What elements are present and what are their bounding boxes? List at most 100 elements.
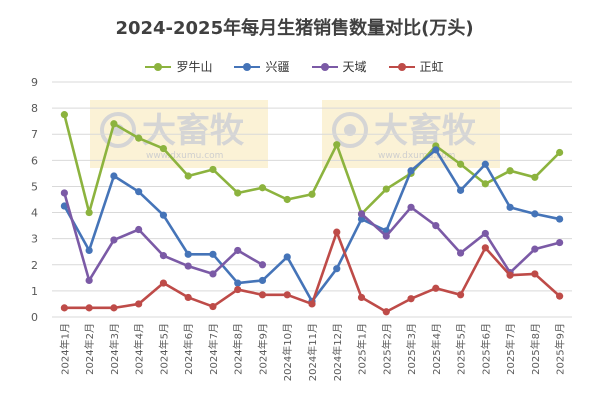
data-point — [481, 160, 489, 168]
x-tick-label: 2025年8月 — [529, 323, 542, 375]
data-point — [258, 184, 267, 192]
data-point — [209, 165, 217, 174]
x-tick-label: 2024年6月 — [182, 323, 195, 375]
data-point — [456, 160, 465, 168]
x-tick-label: 2024年7月 — [207, 323, 220, 375]
data-point — [85, 208, 93, 217]
data-point — [456, 291, 465, 299]
data-point — [531, 210, 539, 218]
legend-label: 正虹 — [419, 60, 444, 74]
data-point — [258, 276, 267, 285]
x-tick-label: 2025年6月 — [479, 323, 492, 375]
data-point — [135, 300, 143, 308]
data-point — [481, 180, 489, 188]
data-point — [481, 244, 489, 252]
x-tick-label: 2024年3月 — [108, 323, 121, 375]
data-point — [234, 189, 242, 197]
data-point — [85, 304, 93, 312]
data-point — [110, 120, 118, 128]
data-point — [110, 236, 118, 244]
data-point — [184, 172, 192, 180]
data-point — [333, 228, 341, 236]
data-point — [308, 190, 316, 198]
svg-text:大畜牧: 大畜牧 — [142, 111, 245, 151]
data-point — [407, 295, 415, 303]
data-point — [556, 292, 564, 300]
data-point — [357, 215, 366, 223]
legend-swatch — [388, 62, 415, 72]
legend-item: 罗牛山 — [145, 58, 212, 75]
y-tick-label: 7 — [31, 128, 38, 141]
legend-label: 天域 — [342, 60, 367, 74]
y-tick-label: 9 — [31, 76, 38, 89]
data-point — [234, 285, 242, 294]
data-point — [333, 141, 341, 149]
legend-label: 兴疆 — [265, 60, 290, 74]
data-point — [159, 144, 168, 153]
data-point — [234, 246, 242, 255]
y-tick-label: 2 — [31, 259, 38, 272]
svg-text:大畜牧: 大畜牧 — [374, 111, 477, 151]
data-point — [432, 284, 440, 292]
svg-text:www.dxumu.com: www.dxumu.com — [378, 151, 455, 161]
data-point — [407, 167, 415, 175]
data-point — [184, 293, 192, 302]
x-tick-label: 2024年4月 — [133, 323, 146, 375]
data-point — [556, 148, 564, 157]
data-point — [60, 304, 68, 312]
y-tick-label: 8 — [31, 102, 38, 115]
data-point — [382, 232, 390, 240]
data-point — [209, 270, 217, 278]
x-tick-label: 2024年10月 — [281, 323, 294, 381]
series-2 — [60, 189, 564, 285]
data-point — [184, 262, 192, 270]
data-point — [159, 211, 168, 219]
series-0 — [60, 111, 564, 218]
x-tick-label: 2024年5月 — [157, 323, 170, 375]
data-point — [60, 202, 68, 210]
y-tick-label: 4 — [31, 207, 38, 220]
data-point — [159, 279, 168, 287]
data-point — [308, 300, 316, 308]
chart-title: 2024-2025年每月生猪销售数量对比(万头) — [115, 18, 474, 39]
legend-item: 兴疆 — [234, 58, 290, 75]
legend-item: 正虹 — [388, 58, 444, 75]
data-point — [333, 265, 341, 273]
data-point — [159, 252, 168, 260]
data-point — [85, 276, 93, 285]
x-tick-label: 2025年4月 — [430, 323, 443, 375]
data-point — [531, 270, 539, 278]
data-point — [110, 304, 118, 312]
data-point — [258, 261, 267, 269]
legend: 罗牛山 兴疆 天域 正虹 — [0, 58, 589, 75]
data-point — [110, 172, 118, 180]
x-tick-label: 2024年2月 — [83, 323, 96, 375]
data-point — [432, 222, 440, 230]
legend-label: 罗牛山 — [176, 60, 213, 74]
x-tick-label: 2024年8月 — [232, 323, 245, 375]
x-tick-label: 2025年9月 — [554, 323, 567, 375]
data-point — [85, 246, 93, 255]
data-point — [135, 134, 143, 142]
data-point — [258, 291, 267, 299]
data-point — [506, 271, 514, 279]
legend-swatch — [234, 62, 261, 72]
data-point — [357, 210, 366, 218]
y-tick-label: 0 — [31, 311, 38, 324]
legend-swatch — [311, 62, 338, 72]
y-tick-label: 5 — [31, 180, 38, 193]
data-point — [357, 293, 366, 302]
data-point — [556, 215, 564, 223]
y-tick-label: 6 — [31, 154, 38, 167]
data-point — [184, 250, 192, 258]
data-point — [456, 249, 465, 257]
x-tick-label: 2025年1月 — [356, 323, 369, 375]
data-point — [506, 167, 514, 175]
legend-swatch — [145, 62, 172, 72]
data-point — [60, 111, 68, 119]
data-point — [456, 186, 465, 194]
data-point — [283, 291, 291, 299]
svg-text:www.dxumu.com: www.dxumu.com — [146, 151, 223, 161]
data-point — [407, 203, 415, 211]
